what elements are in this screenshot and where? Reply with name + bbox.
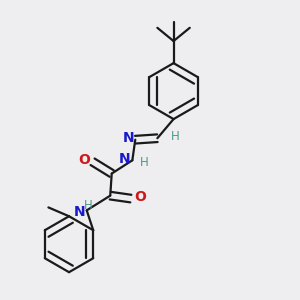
Text: O: O [134, 190, 146, 204]
Text: N: N [123, 131, 135, 145]
Text: O: O [78, 153, 90, 167]
Text: H: H [171, 130, 179, 143]
Text: H: H [84, 199, 92, 212]
Text: N: N [74, 205, 85, 219]
Text: H: H [140, 156, 148, 169]
Text: N: N [118, 152, 130, 166]
